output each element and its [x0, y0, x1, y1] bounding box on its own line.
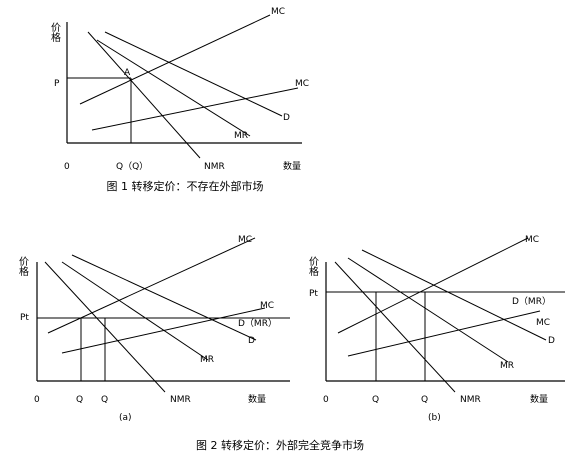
quantity-label: Q [421, 395, 428, 405]
curve-label: MC [260, 301, 274, 311]
curve-label: MC [536, 318, 550, 328]
curve-label: D（MR） [512, 296, 551, 307]
price-label: Pt [20, 313, 29, 323]
curve-label: MC [295, 79, 309, 89]
x-axis-label: 数量 [248, 393, 266, 405]
quantity-label: Q（Q） [116, 161, 148, 172]
curve-label: MC [238, 235, 252, 245]
curve-label: D [248, 336, 255, 346]
demand-curve [361, 249, 547, 341]
curve-label: D [548, 336, 555, 346]
mc-curve [347, 310, 541, 357]
demand-curve [104, 31, 283, 117]
origin-label: 0 [34, 395, 40, 405]
panel-tag: (a) [119, 413, 132, 423]
origin-label: 0 [64, 162, 70, 172]
price-label: Pt [309, 289, 318, 299]
nmr-curve [334, 261, 456, 393]
mc-curve [47, 237, 256, 334]
y-axis-label: 价格 [307, 256, 319, 277]
mc-curve [91, 87, 299, 131]
price-label: P [54, 79, 60, 89]
figure-1: 价格 P A MC MC D MR NMR Q（Q） 0 数量 图 1 转移定价… [49, 7, 310, 193]
curve-label: NMR [460, 395, 481, 405]
mr-curve [347, 257, 509, 363]
caption: 图 1 转移定价：不存在外部市场 [107, 179, 264, 193]
curve-label: D [283, 113, 290, 123]
demand-curve [71, 254, 257, 341]
x-axis-label: 数量 [530, 393, 548, 405]
mc-curve [337, 237, 529, 334]
nmr-curve [87, 31, 201, 159]
mr-curve [61, 261, 209, 361]
curve-label: MR [500, 361, 514, 371]
figure-2a: 价格 Pt MC MC D（MR） D MR NMR Q Q 0 数量 (a) [17, 235, 290, 423]
curve-label: MR [200, 355, 214, 365]
y-axis-label: 价格 [17, 256, 29, 277]
caption: 图 2 转移定价：外部完全竞争市场 [196, 438, 364, 452]
origin-label: 0 [323, 395, 329, 405]
quantity-label: Q [372, 395, 379, 405]
mr-curve [96, 39, 251, 137]
curve-label: D（MR） [238, 318, 277, 329]
x-axis-label: 数量 [283, 160, 301, 172]
quantity-label: Q [101, 395, 108, 405]
quantity-label: Q [76, 395, 83, 405]
curve-label: MC [525, 235, 539, 245]
y-axis-label: 价格 [49, 22, 61, 43]
point-label: A [124, 68, 131, 78]
mc-curve [79, 14, 271, 105]
figure-2b: 价格 Pt MC D（MR） MC D MR NMR Q Q 0 数量 (b) [307, 235, 565, 423]
nmr-curve [44, 261, 166, 393]
curve-label: NMR [204, 162, 225, 172]
curve-label: MC [271, 7, 285, 17]
panel-tag: (b) [428, 413, 441, 423]
curve-label: MR [234, 131, 248, 141]
curve-label: NMR [170, 395, 191, 405]
